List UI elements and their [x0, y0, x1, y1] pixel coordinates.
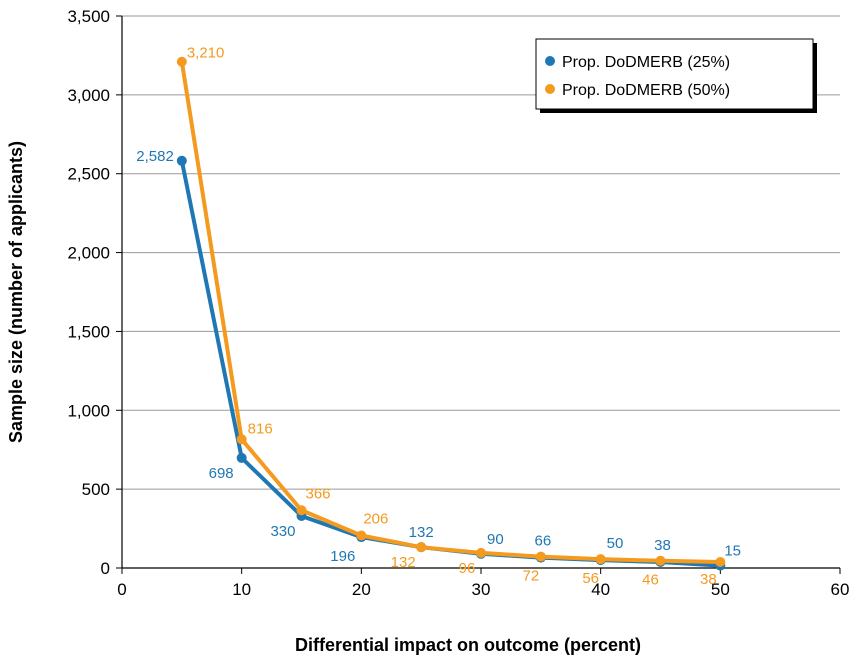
y-tick-label: 1,000 — [67, 401, 110, 420]
x-tick-label: 10 — [232, 580, 251, 599]
x-tick-label: 0 — [117, 580, 126, 599]
data-label: 2,582 — [136, 148, 174, 165]
data-label: 132 — [409, 524, 434, 541]
legend: Prop. DoDMERB (25%) Prop. DoDMERB (50%) — [535, 38, 817, 113]
data-label: 206 — [363, 511, 388, 528]
data-point — [535, 551, 546, 562]
legend-marker-series-25 — [545, 56, 555, 66]
data-label: 816 — [248, 420, 273, 437]
data-label: 366 — [306, 485, 331, 502]
y-tick-label: 3,500 — [67, 7, 110, 26]
data-point — [416, 542, 427, 553]
series-group — [176, 56, 726, 571]
data-point — [476, 547, 486, 558]
data-label: 38 — [700, 571, 717, 588]
y-tick-label: 2,500 — [67, 165, 110, 184]
y-tick-label: 500 — [82, 480, 110, 499]
data-label: 3,210 — [187, 45, 225, 62]
data-label: 38 — [654, 537, 671, 554]
data-label: 46 — [642, 572, 659, 589]
data-point — [176, 155, 187, 166]
x-axis-ticks: 0 10 20 30 40 50 60 — [117, 568, 849, 599]
legend-label-series-50: Prop. DoDMERB (50%) — [562, 82, 730, 99]
data-label: 698 — [209, 465, 234, 482]
data-label: 96 — [459, 560, 476, 577]
x-tick-label: 20 — [352, 580, 371, 599]
data-point — [236, 452, 247, 463]
x-tick-label: 50 — [711, 580, 730, 599]
legend-label-series-25: Prop. DoDMERB (25%) — [562, 54, 730, 71]
data-point — [595, 554, 606, 565]
data-labels: 2,582 698 330 196 132 90 66 50 38 15 3,210 816 366 20… — [136, 45, 741, 589]
data-label: 330 — [270, 523, 295, 540]
data-label: 90 — [487, 531, 504, 548]
y-axis-ticks: 0 500 1,000 1,500 2,000 2,500 3,000 3,500 — [67, 7, 122, 578]
data-label: 72 — [522, 568, 539, 585]
x-tick-label: 40 — [591, 580, 610, 599]
legend-box — [535, 38, 814, 110]
data-point — [356, 530, 367, 541]
data-label: 132 — [391, 554, 416, 571]
data-point — [715, 557, 726, 568]
data-point — [296, 505, 307, 516]
y-tick-label: 1,500 — [67, 322, 110, 341]
data-label: 196 — [330, 548, 355, 565]
y-tick-label: 0 — [101, 559, 110, 578]
data-label: 50 — [607, 535, 624, 552]
legend-marker-series-50 — [545, 84, 555, 94]
series-line-0 — [179, 160, 721, 568]
data-label: 15 — [724, 543, 741, 560]
data-point — [176, 56, 187, 67]
data-label: 56 — [582, 570, 599, 587]
y-axis-title: Sample size (number of applicants) — [6, 141, 26, 443]
x-tick-label: 30 — [472, 580, 491, 599]
series-line-1 — [179, 61, 721, 565]
data-point — [236, 434, 247, 445]
gridlines — [122, 15, 840, 490]
x-axis-title: Differential impact on outcome (percent) — [295, 635, 641, 655]
y-tick-label: 2,000 — [67, 244, 110, 263]
x-tick-label: 60 — [831, 580, 850, 599]
data-label: 66 — [534, 533, 551, 550]
y-tick-label: 3,000 — [67, 86, 110, 105]
data-point — [655, 555, 666, 566]
